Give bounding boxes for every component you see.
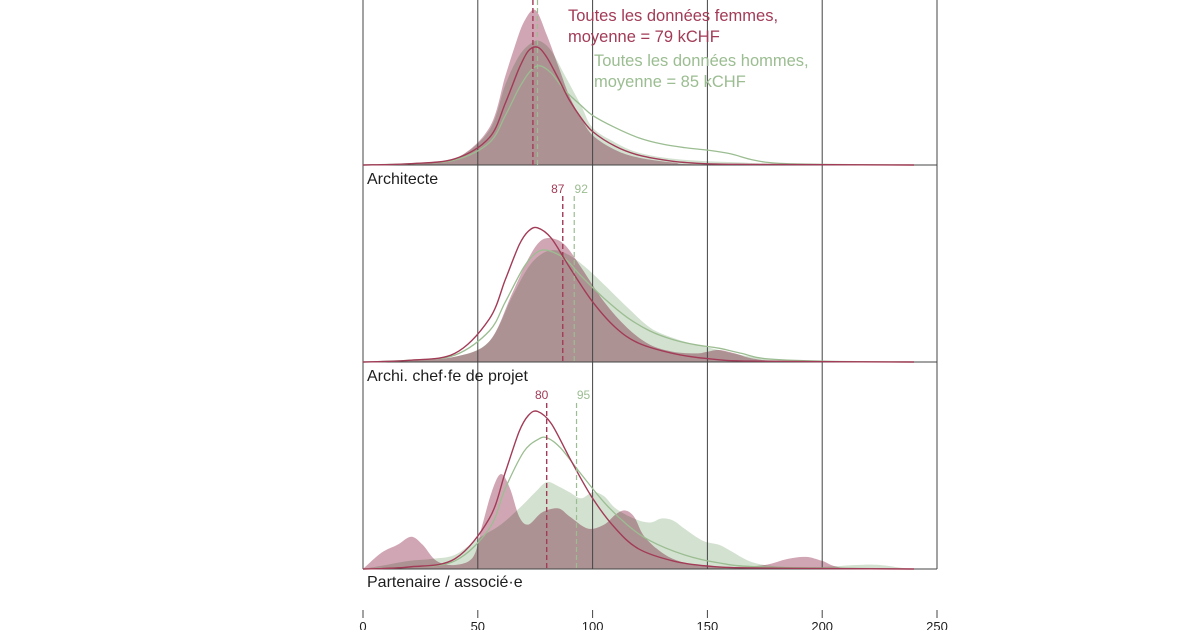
x-tick-label: 100 xyxy=(582,619,604,630)
density-area-femmes xyxy=(363,474,914,569)
density-line-femmes xyxy=(362,46,915,166)
mean-label-femmes-chef-projet: 80 xyxy=(535,388,549,402)
panel-title-partenaire: Partenaire / associé·e xyxy=(367,574,523,591)
x-tick-label: 50 xyxy=(471,619,485,630)
density-line-femmes xyxy=(362,226,915,363)
x-tick-label: 200 xyxy=(811,619,833,630)
annotation-femmes-line1: Toutes les données femmes, xyxy=(568,7,778,25)
x-tick-label: 150 xyxy=(697,619,719,630)
mean-label-hommes-chef-projet: 95 xyxy=(577,388,591,402)
mean-lines-layer xyxy=(532,0,578,569)
panel-title-chef-projet: Archi. chef·fe de projet xyxy=(367,368,529,385)
mean-label-femmes-architecte: 87 xyxy=(551,182,565,196)
x-tick-label: 0 xyxy=(359,619,366,630)
mean-label-hommes-architecte: 92 xyxy=(575,182,589,196)
x-tick-label: 250 xyxy=(926,619,948,630)
density-lines-layer xyxy=(362,46,915,570)
panel-title-architecte: Architecte xyxy=(367,171,438,188)
density-line-hommes xyxy=(362,65,915,166)
density-area-femmes xyxy=(363,237,914,362)
density-line-femmes xyxy=(362,410,915,570)
annotation-hommes-line1: Toutes les données hommes, xyxy=(594,52,809,70)
density-line-hommes xyxy=(362,436,915,570)
density-line-hommes xyxy=(362,249,915,363)
annotation-hommes-line2: moyenne = 85 kCHF xyxy=(594,73,746,91)
density-fills-layer xyxy=(363,9,914,569)
annotation-femmes-line2: moyenne = 79 kCHF xyxy=(568,28,720,46)
